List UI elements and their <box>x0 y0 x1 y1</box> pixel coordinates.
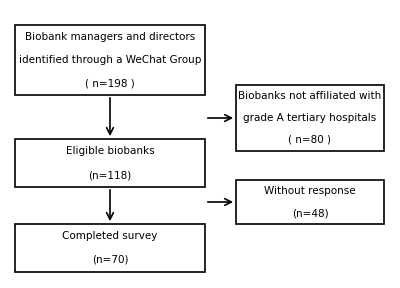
Text: ( n=80 ): ( n=80 ) <box>288 135 332 145</box>
Text: ( n=198 ): ( n=198 ) <box>85 78 135 88</box>
Bar <box>15 25 205 95</box>
Text: (n=118): (n=118) <box>88 170 132 180</box>
Text: identified through a WeChat Group: identified through a WeChat Group <box>19 55 201 65</box>
Text: (n=48): (n=48) <box>292 208 328 218</box>
Text: Without response: Without response <box>264 186 356 196</box>
Bar <box>15 139 205 187</box>
Text: grade A tertiary hospitals: grade A tertiary hospitals <box>243 113 377 123</box>
Bar <box>15 224 205 272</box>
Text: Completed survey: Completed survey <box>62 231 158 241</box>
Bar <box>236 180 384 224</box>
Text: Biobank managers and directors: Biobank managers and directors <box>25 32 195 42</box>
Text: (n=70): (n=70) <box>92 255 128 265</box>
Bar <box>236 85 384 151</box>
Text: Biobanks not affiliated with: Biobanks not affiliated with <box>238 91 382 101</box>
Text: Eligible biobanks: Eligible biobanks <box>66 146 154 156</box>
